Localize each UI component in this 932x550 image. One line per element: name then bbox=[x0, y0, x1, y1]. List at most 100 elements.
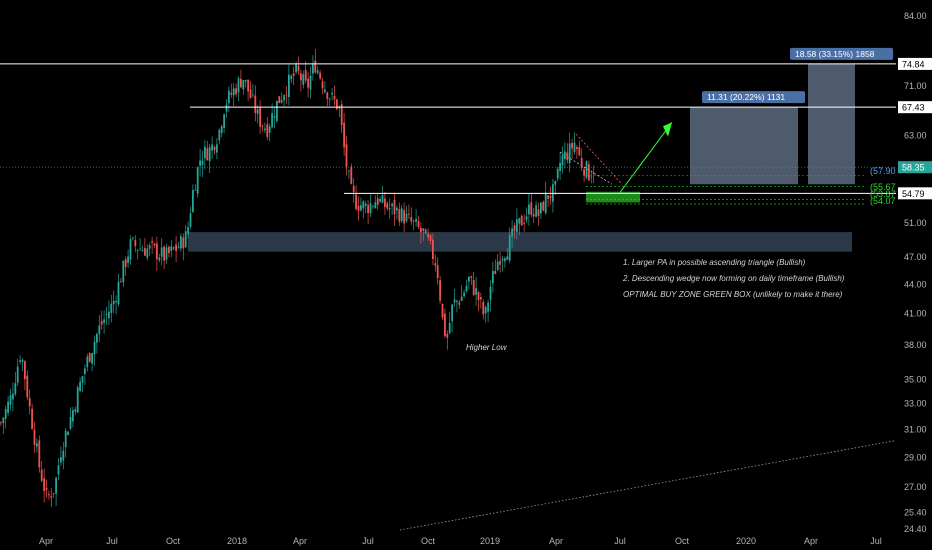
candle-body bbox=[170, 246, 173, 251]
candle-body bbox=[271, 113, 273, 128]
candle-body bbox=[252, 94, 254, 96]
candle-body bbox=[218, 129, 221, 141]
candle-body bbox=[69, 417, 72, 429]
candle-body bbox=[302, 74, 305, 85]
candle-body bbox=[309, 75, 312, 90]
candle-body bbox=[492, 270, 494, 284]
candle-body bbox=[417, 221, 420, 227]
candle-body bbox=[249, 89, 252, 98]
candle-body bbox=[285, 94, 288, 96]
candle-body bbox=[398, 209, 401, 222]
y-tick-label: 38.00 bbox=[904, 340, 927, 350]
candle-body bbox=[52, 493, 55, 494]
candle-body bbox=[93, 341, 96, 355]
candle-body bbox=[410, 217, 413, 222]
candle-body bbox=[345, 144, 348, 167]
candle-body bbox=[364, 203, 367, 206]
candle-body bbox=[573, 142, 576, 152]
candle-body bbox=[508, 235, 511, 261]
y-tick-label: 71.00 bbox=[904, 81, 927, 91]
y-tick-label: 29.00 bbox=[904, 452, 927, 462]
candle-body bbox=[26, 375, 29, 398]
candle-body bbox=[254, 95, 257, 114]
y-tick-label: 44.00 bbox=[904, 279, 927, 289]
candle-body bbox=[204, 146, 206, 159]
price-tag: (54.07) bbox=[870, 196, 899, 206]
candle-body bbox=[33, 429, 36, 446]
annotations-layer: 1. Larger PA in possible ascending trian… bbox=[466, 122, 899, 352]
candle-body bbox=[127, 256, 129, 263]
candle-body bbox=[79, 381, 81, 392]
price-tag: (55.67) bbox=[870, 182, 899, 192]
candle-body bbox=[175, 244, 177, 252]
candle-body bbox=[81, 376, 84, 383]
candle-body bbox=[228, 90, 230, 104]
candle-body bbox=[112, 300, 115, 305]
candle-body bbox=[499, 260, 501, 265]
candle-body bbox=[403, 210, 405, 224]
candle-body bbox=[108, 311, 110, 319]
candle-body bbox=[232, 88, 235, 96]
measure-box bbox=[690, 107, 798, 185]
candle-body bbox=[338, 107, 341, 109]
candle-body bbox=[592, 172, 595, 174]
candle-body bbox=[244, 80, 247, 82]
candle-body bbox=[343, 122, 345, 148]
y-tick-label: 47.00 bbox=[904, 252, 927, 262]
candle-body bbox=[122, 260, 125, 283]
measure-box bbox=[808, 63, 855, 185]
candle-body bbox=[292, 73, 295, 76]
candle-body bbox=[331, 92, 333, 95]
candle-body bbox=[213, 146, 216, 151]
candle-body bbox=[40, 469, 43, 481]
x-tick-label: 2020 bbox=[736, 536, 756, 546]
candle-body bbox=[314, 60, 317, 73]
candle-body bbox=[48, 494, 50, 496]
candle-body bbox=[324, 89, 326, 92]
candle-body bbox=[261, 125, 264, 127]
candle-body bbox=[564, 151, 566, 159]
levels-layer bbox=[0, 63, 896, 194]
candle-body bbox=[463, 292, 465, 297]
candle-body bbox=[352, 185, 355, 192]
candle-body bbox=[67, 431, 69, 436]
candle-body bbox=[268, 126, 271, 133]
candle-body bbox=[16, 366, 19, 383]
candle-body bbox=[448, 322, 451, 334]
x-tick-label: 2018 bbox=[227, 536, 247, 546]
candle-body bbox=[172, 247, 175, 249]
candle-body bbox=[264, 128, 266, 131]
candle-body bbox=[266, 124, 269, 137]
candle-body bbox=[420, 227, 422, 233]
candle-body bbox=[84, 368, 86, 374]
annotation-note: 2. Descending wedge now forming on daily… bbox=[622, 274, 845, 283]
price-tag: (57.90) bbox=[870, 166, 899, 176]
candle-body bbox=[156, 243, 158, 260]
level-badge bbox=[898, 187, 932, 200]
candle-body bbox=[571, 143, 573, 149]
candle-body bbox=[549, 195, 552, 198]
candle-body bbox=[516, 219, 518, 233]
candle-body bbox=[235, 88, 237, 95]
price-tag: (53.87) bbox=[870, 189, 899, 199]
candle-body bbox=[468, 277, 470, 282]
candle-body bbox=[177, 247, 180, 248]
candle-body bbox=[374, 202, 377, 209]
candle-body bbox=[424, 229, 427, 234]
x-tick-label: Apr bbox=[549, 536, 563, 546]
candle-body bbox=[441, 303, 444, 318]
candle-body bbox=[76, 387, 79, 413]
measure-label: 18.58 (33.15%) 1858 bbox=[795, 49, 875, 59]
buy-zone-box bbox=[586, 191, 640, 203]
candle-body bbox=[583, 169, 585, 176]
bullish-arrow-line bbox=[619, 122, 673, 193]
candle-body bbox=[187, 227, 189, 235]
y-tick-label: 63.00 bbox=[904, 130, 927, 140]
y-tick-label: 35.00 bbox=[904, 374, 927, 384]
candle-body bbox=[451, 304, 453, 322]
candle-body bbox=[333, 95, 336, 100]
candle-body bbox=[544, 192, 547, 213]
candle-body bbox=[180, 236, 182, 249]
candle-body bbox=[242, 79, 245, 90]
candle-body bbox=[9, 395, 12, 405]
